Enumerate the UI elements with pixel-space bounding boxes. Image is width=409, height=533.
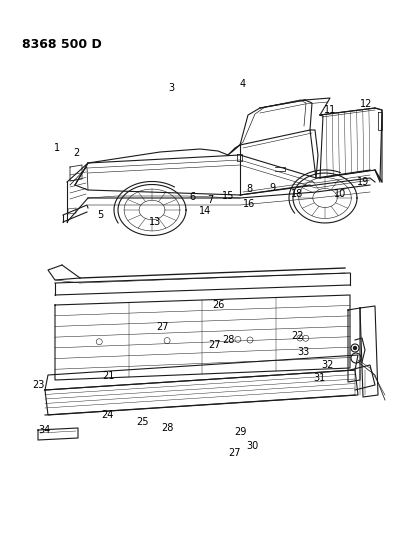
Text: 12: 12 <box>359 99 371 109</box>
Text: 19: 19 <box>356 177 368 187</box>
Text: 11: 11 <box>323 105 335 115</box>
Text: 18: 18 <box>290 189 302 199</box>
Text: 31: 31 <box>312 373 324 383</box>
Text: 28: 28 <box>160 423 173 433</box>
Text: 3: 3 <box>168 83 174 93</box>
Text: 27: 27 <box>208 340 221 350</box>
Text: 24: 24 <box>101 410 113 420</box>
Text: 34: 34 <box>38 425 50 435</box>
Text: 9: 9 <box>268 183 274 193</box>
Text: 5: 5 <box>97 210 103 220</box>
Text: 33: 33 <box>296 347 308 357</box>
Text: 8: 8 <box>245 184 252 194</box>
Text: 26: 26 <box>211 300 224 310</box>
Text: 13: 13 <box>148 217 161 227</box>
Text: 1: 1 <box>54 143 60 153</box>
Text: 10: 10 <box>333 189 345 199</box>
Text: 28: 28 <box>221 335 234 345</box>
Text: 8368 500 D: 8368 500 D <box>22 38 101 51</box>
Text: 23: 23 <box>32 380 44 390</box>
Circle shape <box>353 346 356 350</box>
Text: 16: 16 <box>242 199 254 209</box>
Text: 27: 27 <box>156 322 169 332</box>
Text: 4: 4 <box>239 79 245 89</box>
Text: 30: 30 <box>245 441 258 451</box>
Text: 22: 22 <box>291 331 303 341</box>
Text: 21: 21 <box>101 371 114 381</box>
Text: 25: 25 <box>137 417 149 427</box>
Text: 29: 29 <box>233 427 245 437</box>
Text: 6: 6 <box>189 192 195 202</box>
Text: 14: 14 <box>198 206 211 216</box>
Text: 27: 27 <box>228 448 240 458</box>
Text: 2: 2 <box>73 148 79 158</box>
Text: 32: 32 <box>321 360 333 370</box>
Text: 15: 15 <box>221 191 234 201</box>
Text: 7: 7 <box>207 195 213 205</box>
